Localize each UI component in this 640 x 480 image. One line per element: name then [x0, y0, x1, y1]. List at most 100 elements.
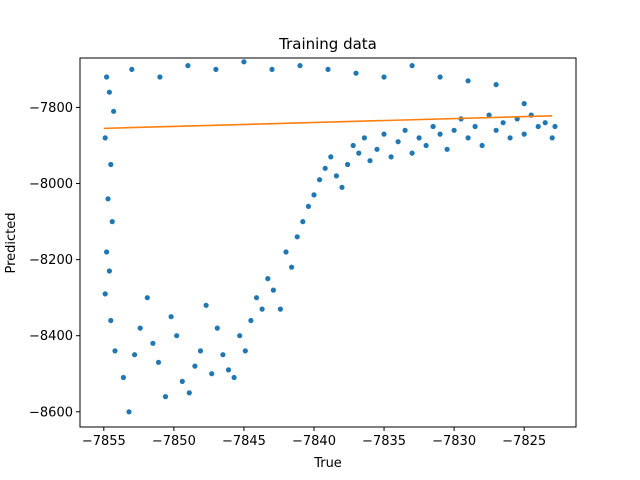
scatter-point	[265, 276, 271, 282]
scatter-point	[225, 367, 232, 373]
scatter-point	[168, 314, 174, 320]
scatter-point	[283, 249, 289, 255]
scatter-point	[402, 127, 408, 133]
scatter-point	[192, 363, 198, 369]
scatter-point	[367, 158, 373, 164]
scatter-point	[486, 112, 492, 118]
scatter-point	[521, 101, 527, 107]
scatter-point	[472, 123, 478, 130]
y-tick-label: −7800	[29, 101, 73, 116]
scatter-point	[311, 192, 317, 198]
scatter-point	[493, 82, 499, 88]
scatter-point	[108, 317, 114, 324]
x-tick-label: −7835	[362, 434, 406, 449]
scatter-point	[430, 123, 436, 130]
scatter-point	[305, 203, 311, 209]
scatter-point	[388, 154, 394, 160]
scatter-point	[356, 150, 362, 156]
scatter-point	[325, 66, 331, 72]
scatter-point	[157, 74, 163, 80]
scatter-point	[179, 378, 185, 384]
scatter-point	[277, 306, 283, 312]
scatter-points	[102, 59, 558, 415]
scatter-point	[339, 184, 345, 190]
scatter-point	[444, 146, 450, 152]
scatter-point	[465, 78, 471, 84]
scatter-point	[111, 108, 117, 114]
scatter-point	[132, 352, 138, 358]
scatter-point	[242, 348, 248, 354]
scatter-point	[297, 63, 303, 69]
x-tick-label: −7825	[502, 434, 546, 449]
scatter-point	[174, 333, 180, 339]
scatter-point	[106, 89, 112, 95]
scatter-point	[500, 120, 506, 126]
x-tick-label: −7840	[292, 434, 336, 449]
scatter-point	[521, 131, 527, 137]
fit-line	[103, 115, 553, 130]
scatter-point	[465, 135, 471, 141]
plot-frame	[79, 57, 577, 428]
y-tick-label: −8200	[29, 253, 73, 268]
scatter-point	[300, 219, 306, 225]
chart-title: Training data	[278, 35, 377, 53]
scatter-point	[237, 333, 243, 339]
y-axis: −8600 −8400 −8200 −8000 −7800	[29, 101, 80, 420]
scatter-point	[241, 59, 247, 65]
scatter-point	[317, 177, 323, 183]
scatter-point	[381, 74, 387, 80]
scatter-point	[108, 161, 114, 168]
scatter-point	[186, 390, 192, 396]
scatter-point	[102, 291, 108, 297]
scatter-point	[112, 348, 118, 354]
scatter-point	[395, 139, 401, 145]
x-tick-label: −7845	[222, 434, 266, 449]
scatter-point	[220, 352, 226, 358]
scatter-point	[162, 394, 169, 400]
scatter-point	[416, 135, 422, 141]
scatter-point	[350, 142, 356, 149]
scatter-point	[104, 74, 110, 80]
scatter-point	[374, 146, 380, 152]
scatter-point	[269, 66, 275, 72]
scatter-point	[479, 142, 485, 149]
scatter-point	[270, 287, 276, 293]
y-tick-label: −8000	[29, 177, 73, 192]
x-tick-label: −7830	[432, 434, 476, 449]
scatter-point	[129, 66, 135, 72]
scatter-point	[214, 325, 220, 331]
scatter-point	[203, 302, 209, 308]
y-tick-label: −8400	[29, 329, 73, 344]
scatter-point	[137, 325, 143, 331]
scatter-point	[549, 135, 555, 141]
scatter-point	[409, 150, 415, 156]
fit-line-layer	[103, 115, 553, 130]
scatter-point	[150, 340, 156, 346]
y-tick-label: −8600	[29, 405, 73, 420]
scatter-point	[451, 127, 457, 133]
scatter-point	[542, 120, 548, 126]
scatter-point	[259, 306, 265, 312]
scatter-point	[333, 173, 339, 179]
scatter-point	[120, 374, 126, 381]
scatter-point	[253, 295, 260, 301]
scatter-point	[345, 161, 351, 168]
scatter-point	[248, 317, 254, 324]
scatter-point	[209, 371, 215, 377]
scatter-point	[102, 135, 108, 141]
scatter-point	[361, 135, 367, 141]
scatter-point	[328, 154, 334, 160]
scatter-point	[109, 219, 115, 225]
scatter-point	[144, 295, 150, 301]
x-tick-label: −7850	[152, 434, 196, 449]
scatter-point	[294, 234, 300, 240]
scatter-point	[197, 348, 204, 354]
scatter-point	[289, 264, 295, 270]
scatter-point	[507, 135, 513, 141]
scatter-point	[381, 131, 387, 137]
scatter-point	[535, 123, 541, 130]
scatter-point	[105, 196, 111, 202]
scatter-point	[552, 123, 558, 130]
